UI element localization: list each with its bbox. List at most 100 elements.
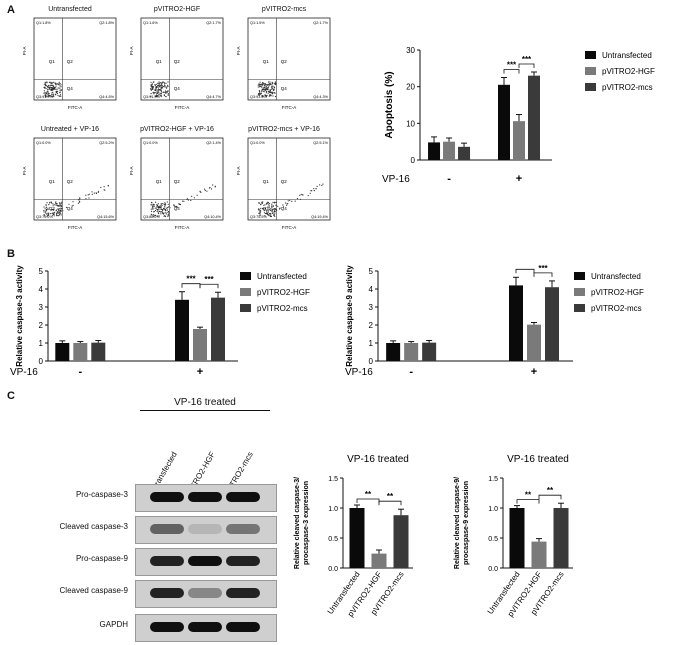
- flow-event-dot: [271, 203, 273, 205]
- significance-marker: **: [547, 486, 554, 495]
- flow-event-dot: [47, 207, 49, 209]
- significance-bracket: [378, 500, 402, 506]
- flow-event-dot: [56, 215, 58, 217]
- flow-event-dot: [268, 83, 270, 85]
- bar-pvitro2-mcs: [211, 297, 225, 361]
- flow-plot-frame: [140, 17, 224, 101]
- flow-event-dot: [166, 209, 169, 211]
- flow-event-dot: [151, 214, 153, 216]
- flow-event-dot: [273, 201, 275, 203]
- flow-event-dot: [263, 91, 265, 93]
- flow-q3-label: Q3: [263, 86, 270, 91]
- y-tick-label: 1: [369, 339, 374, 348]
- flow-event-dot: [158, 83, 160, 85]
- flow-plot-frame: [33, 137, 117, 221]
- flow-event-dot: [154, 89, 156, 91]
- flow-event-dot: [164, 86, 166, 88]
- blot-band: [150, 588, 184, 598]
- legend-entry: pVITRO2-HGF: [257, 288, 310, 297]
- flow-event-dot: [321, 184, 323, 187]
- flow-event-dot: [52, 82, 54, 84]
- flow-event-dot: [45, 209, 47, 211]
- flow-event-dot: [77, 202, 79, 204]
- flow-event-dot: [52, 85, 55, 87]
- flow-event-dot: [174, 205, 176, 207]
- flow-event-dot: [56, 83, 58, 85]
- bar-pvitro2-mcs: [545, 287, 559, 361]
- flow-plot-frame: [247, 17, 331, 101]
- flow-event-dot: [269, 209, 271, 211]
- flow-event-dot: [289, 199, 291, 201]
- flow-event-dot: [262, 201, 264, 203]
- flow-event-dot: [88, 197, 90, 199]
- blot-band: [188, 588, 222, 598]
- flow-event-dot: [267, 201, 269, 204]
- flow-event-dot: [55, 85, 57, 87]
- flow-q1-label: Q1: [49, 179, 56, 184]
- flow-event-dot: [45, 94, 47, 96]
- flow-plot: Q1:1.5% Q2:1.7% Q3:93.0% Q4:4.3% Q1 Q2 Q3 Q4 FIT…: [236, 17, 331, 110]
- legend-swatch: [574, 272, 585, 280]
- flow-event-dot: [59, 202, 61, 204]
- flow-event-dot: [68, 203, 70, 205]
- blot-row-label: Cleaved caspase-3: [59, 522, 128, 531]
- flow-event-dot: [62, 210, 64, 212]
- flow-event-dot: [259, 84, 261, 86]
- flow-event-dot: [162, 81, 164, 83]
- flow-event-dot: [166, 86, 168, 88]
- blot-header-rule: [140, 410, 270, 411]
- flow-event-dot: [52, 91, 54, 93]
- y-tick-label: 0.0: [488, 566, 498, 573]
- flow-event-dot: [79, 197, 81, 199]
- flow-event-dot: [150, 81, 152, 83]
- flow-event-dot: [167, 85, 169, 87]
- flow-event-dot: [191, 195, 193, 197]
- y-tick-label: 1: [39, 339, 44, 348]
- flow-event-dot: [154, 214, 157, 216]
- significance-bracket: [515, 268, 535, 274]
- flow-plot-frame: [247, 137, 331, 221]
- legend-swatch: [585, 51, 596, 59]
- flow-q3-label: Q3: [156, 206, 163, 211]
- flow-event-dot: [258, 212, 260, 214]
- flow-plot-title: Untransfected: [48, 6, 92, 13]
- flow-q1-label: Q1: [49, 59, 56, 64]
- blot-band: [188, 622, 222, 632]
- flow-event-dot: [100, 186, 102, 189]
- bar: [553, 508, 569, 568]
- flow-event-dot: [272, 210, 274, 212]
- blot-band: [188, 492, 222, 502]
- flow-event-dot: [49, 87, 51, 89]
- flow-event-dot: [60, 206, 62, 208]
- flow-event-dot: [154, 88, 156, 90]
- flow-q1-value: Q1:0.0%: [250, 141, 265, 145]
- y-tick-label: 0.0: [328, 566, 338, 573]
- flow-event-dot: [267, 202, 269, 204]
- flow-event-dot: [287, 200, 289, 202]
- flow-event-dot: [272, 205, 274, 207]
- significance-marker: **: [365, 490, 372, 499]
- flow-event-dot: [267, 209, 269, 211]
- flow-q3-label: Q3: [49, 206, 56, 211]
- flow-event-dot: [59, 92, 61, 94]
- flow-event-dot: [270, 208, 272, 210]
- flow-event-dot: [313, 188, 315, 190]
- cleaved-caspase9-chart: VP-16 treated 0.0 0.5 1.0 1.5 Relative cleave…: [454, 454, 573, 618]
- flow-event-dot: [272, 85, 274, 87]
- flow-event-dot: [150, 210, 153, 212]
- flow-event-dot: [178, 203, 180, 205]
- flow-event-dot: [274, 208, 276, 211]
- legend-swatch: [585, 67, 596, 75]
- flow-event-dot: [163, 86, 165, 88]
- flow-event-dot: [270, 210, 273, 212]
- flow-event-dot: [56, 92, 59, 95]
- flow-event-dot: [159, 84, 161, 87]
- cleaved-caspase3-chart: VP-16 treated 0.0 0.5 1.0 1.5 Relative cleave…: [294, 454, 413, 618]
- flow-event-dot: [161, 211, 163, 213]
- flow-event-dot: [164, 82, 166, 84]
- bar-untransfected: [509, 285, 523, 361]
- flow-event-dot: [158, 213, 160, 215]
- flow-q1-value: Q1:0.0%: [36, 141, 51, 145]
- flow-event-dot: [165, 87, 168, 89]
- y-tick-label: 1.0: [328, 506, 338, 513]
